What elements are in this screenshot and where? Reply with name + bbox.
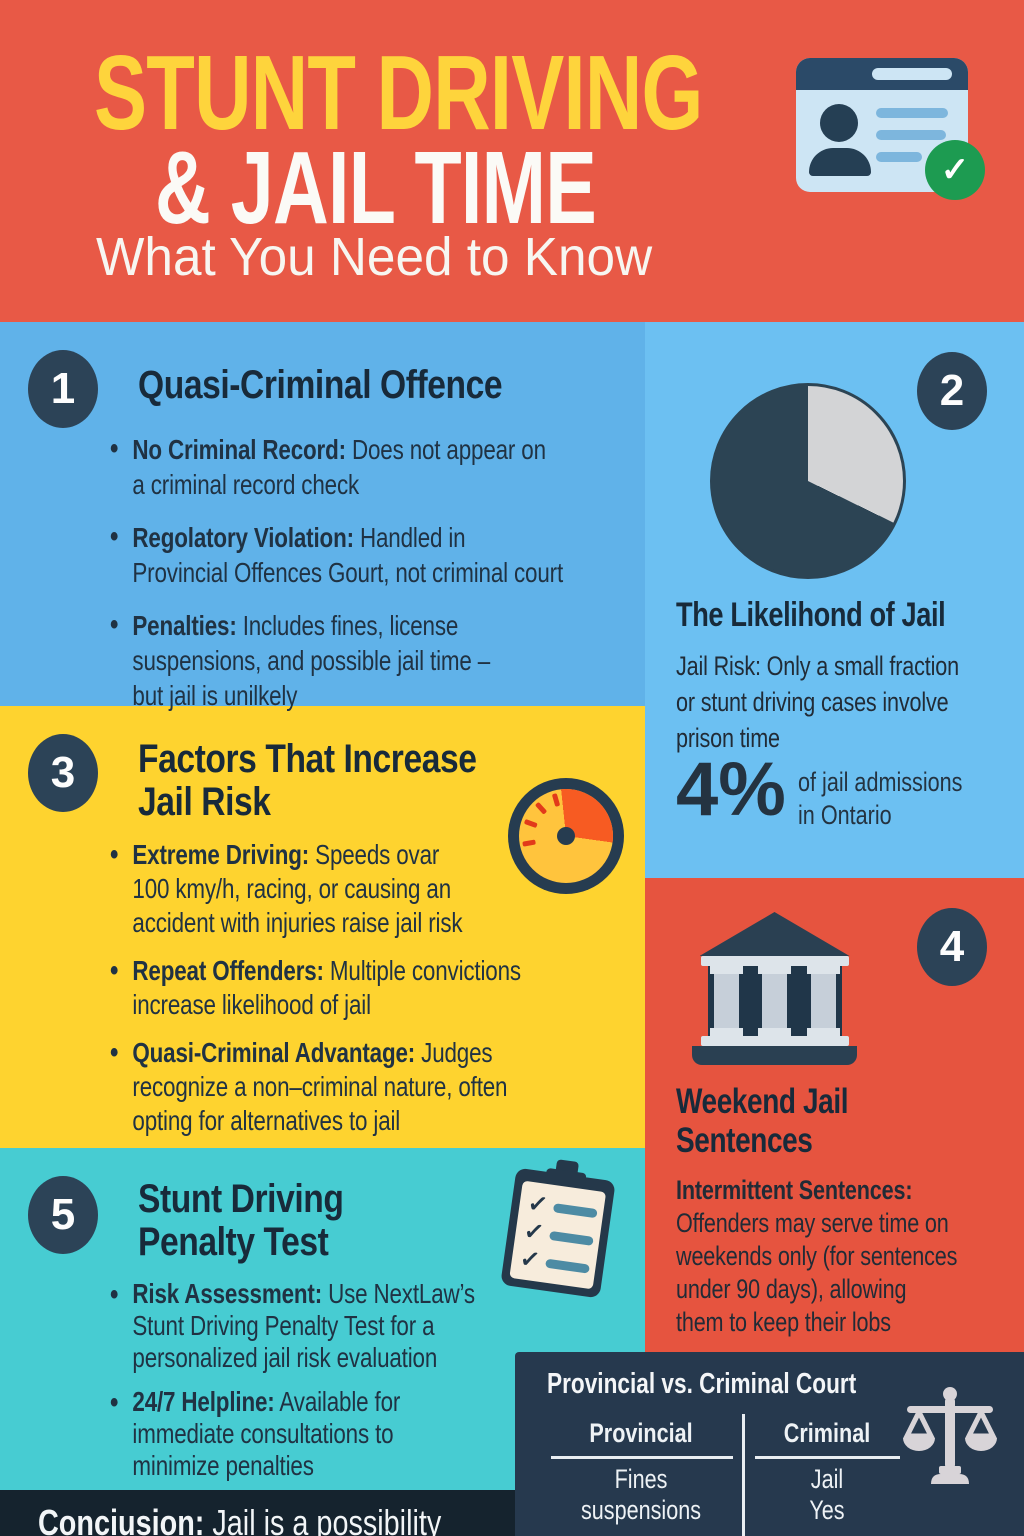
id-card-text-line <box>876 152 922 162</box>
check-glyph: ✓ <box>518 1245 542 1275</box>
id-card-band <box>796 58 968 90</box>
main-title-line2: & JAIL TIME <box>155 130 597 245</box>
id-card-slot <box>872 68 952 80</box>
section3-background <box>0 706 645 1148</box>
section1-background <box>0 322 645 706</box>
list-item: • Repeat Offenders: Multiple convictions … <box>110 954 521 1020</box>
table-divider-horizontal <box>551 1456 733 1459</box>
court-comparison-panel: Provincial vs. Criminal Court Provincial… <box>515 1352 1024 1536</box>
check-glyph: ✓ <box>522 1217 546 1247</box>
section4-title: Weekend Jail Sentences <box>676 1082 849 1161</box>
badge-4: 4 <box>917 908 987 986</box>
list-item: • Regolatory Violation: Handled in Provin… <box>110 520 564 588</box>
id-card-person-shoulders <box>809 148 871 176</box>
speedometer-hub <box>557 827 575 845</box>
id-card-person-head <box>820 104 858 142</box>
id-card-icon: ✓ <box>796 58 985 200</box>
jail-likelihood-pie-chart <box>710 383 906 579</box>
checklist-line <box>549 1230 594 1246</box>
section3-title: Factors That Increase Jail Risk <box>138 737 477 825</box>
section2-body: Jail Risk: Only a small fraction or stun… <box>676 651 959 753</box>
section5-bullet-list: • Risk Assessment: Use NextLaw’s Stunt Dr… <box>110 1278 558 1482</box>
courthouse-roof <box>699 912 850 956</box>
id-card-text-line <box>876 130 946 140</box>
subtitle: What You Need to Know <box>96 227 653 287</box>
list-item: • Risk Assessment: Use NextLaw’s Stunt Dr… <box>110 1278 475 1373</box>
table-divider-horizontal <box>755 1456 900 1459</box>
list-item: • Extreme Driving: Speeds ovar 100 kmy/h,… <box>110 838 463 938</box>
table-title: Provincial vs. Criminal Court <box>547 1368 857 1400</box>
courthouse-beam <box>700 1036 849 1046</box>
table-column-header-provincial: Provincial <box>589 1418 693 1448</box>
courthouse-column <box>806 966 840 1036</box>
courthouse-column <box>709 966 743 1036</box>
badge-2: 2 <box>917 352 987 430</box>
conclusion-text: Conciusion: Jail is a possibility <box>38 1502 442 1536</box>
list-item: • Quasi-Criminal Advantage: Judges recogn… <box>110 1036 508 1136</box>
section1-bullet-list: • No Criminal Record: Does not appear on … <box>110 432 654 713</box>
section1-title: Quasi-Criminal Offence <box>138 363 503 407</box>
courthouse-columns <box>707 966 842 1036</box>
badge-5: 5 <box>28 1176 98 1254</box>
scales-of-justice-icon <box>902 1387 998 1484</box>
section3-bullet-list: • Extreme Driving: Speeds ovar 100 kmy/h,… <box>110 838 606 1138</box>
clipboard-paper: ✓ ✓ ✓ <box>509 1180 607 1290</box>
courthouse-beam <box>700 956 849 966</box>
checklist-line <box>552 1202 598 1218</box>
main-title-line1: STUNT DRIVING <box>94 34 703 152</box>
courthouse-column <box>758 966 791 1036</box>
list-item: • No Criminal Record: Does not appear on … <box>110 432 546 500</box>
list-item: • 24/7 Helpline: Available for immediate … <box>110 1386 401 1481</box>
list-item: • Penalties: Includes fines, license susp… <box>110 608 491 711</box>
stat-caption: of jail admissions in Ontario <box>798 767 963 830</box>
table-column-header-criminal: Criminal <box>783 1418 871 1448</box>
checklist-line <box>545 1258 590 1274</box>
section4-body: Intermittent Sentences: Offenders may se… <box>676 1175 958 1337</box>
badge-3: 3 <box>28 734 98 812</box>
courthouse-base <box>692 1046 857 1065</box>
check-glyph: ✓ <box>526 1189 550 1220</box>
badge-1: 1 <box>28 350 98 428</box>
courthouse-icon <box>692 912 857 1065</box>
check-badge-icon: ✓ <box>925 140 985 200</box>
stat-value: 4% <box>676 747 786 832</box>
check-glyph: ✓ <box>940 151 970 189</box>
section5-title: Stunt Driving Penalty Test <box>138 1177 344 1265</box>
speedometer-icon <box>508 778 624 894</box>
section2-title: The Likelihond of Jail <box>676 596 946 634</box>
table-divider-vertical <box>742 1414 745 1536</box>
table-cell-provincial: Fines suspensions <box>580 1464 702 1525</box>
table-cell-criminal: Jail Yes <box>809 1464 845 1525</box>
id-card-text-line <box>876 108 948 118</box>
